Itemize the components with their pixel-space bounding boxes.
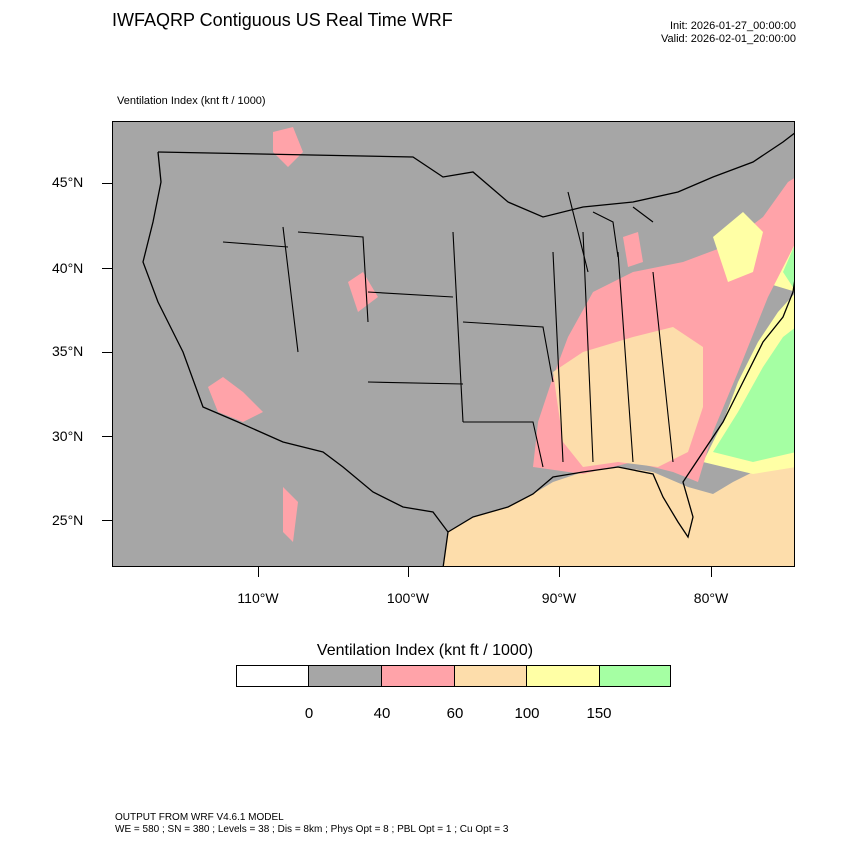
southwest-low-patch [208,377,263,422]
legend-swatch-2 [381,665,455,687]
legend-swatch-4 [526,665,600,687]
lat-label-45n: 45°N [52,174,84,190]
great-lakes-outline [567,191,654,273]
lat-tick [102,436,112,437]
init-time: Init: 2026-01-27_00:00:00 [670,20,796,32]
map-panel [112,121,795,567]
lat-tick [102,352,112,353]
chart-title: IWFAQRP Contiguous US Real Time WRF [112,10,453,30]
legend-swatch-1 [308,665,382,687]
virginia-high-zone [713,212,763,282]
state-borders [222,226,674,468]
legend-label-100: 100 [514,705,540,722]
mexico-low-patch [283,487,298,542]
footer-config-line: WE = 580 ; SN = 380 ; Levels = 38 ; Dis … [115,824,509,835]
northeast-high-zone [783,246,794,289]
us-canada-border [157,132,794,218]
lon-tick [408,567,409,577]
lat-label-30n: 30°N [52,428,84,444]
lat-tick [102,520,112,521]
legend-label-150: 150 [586,705,612,722]
lat-label-35n: 35°N [52,343,84,359]
rockies-low-patch [348,272,378,312]
lake-michigan-patch [623,232,643,267]
legend-label-40: 40 [373,705,391,722]
footer-model-line: OUTPUT FROM WRF V4.6.1 MODEL [115,812,284,823]
lat-tick [102,268,112,269]
lon-label-90w: 90°W [541,590,577,606]
gulf-ocean-zone [443,467,794,566]
valid-time: Valid: 2026-02-01_20:00:00 [661,33,796,45]
lat-label-40n: 40°N [52,260,84,276]
lon-label-110w: 110°W [237,590,279,606]
northwest-low-patch [273,127,303,167]
us-east-coast-border [447,280,794,539]
field-label: Ventilation Index (knt ft / 1000) [117,95,266,107]
legend-title: Ventilation Index (knt ft / 1000) [316,642,534,659]
lat-label-25n: 25°N [52,512,84,528]
atlantic-very-high-zone [713,328,794,462]
legend-swatch-5 [599,665,671,687]
lon-label-80w: 80°W [693,590,729,606]
map-svg [113,122,794,566]
legend-label-60: 60 [446,705,464,722]
legend-swatch-0 [236,665,309,687]
lat-tick [102,183,112,184]
legend-label-0: 0 [304,705,314,722]
pacific-ocean-zone [113,122,203,422]
legend-swatch-3 [454,665,527,687]
lon-tick [711,567,712,577]
lon-label-100w: 100°W [386,590,430,606]
lon-tick [258,567,259,577]
us-west-coast-border [142,151,449,566]
lon-tick [559,567,560,577]
